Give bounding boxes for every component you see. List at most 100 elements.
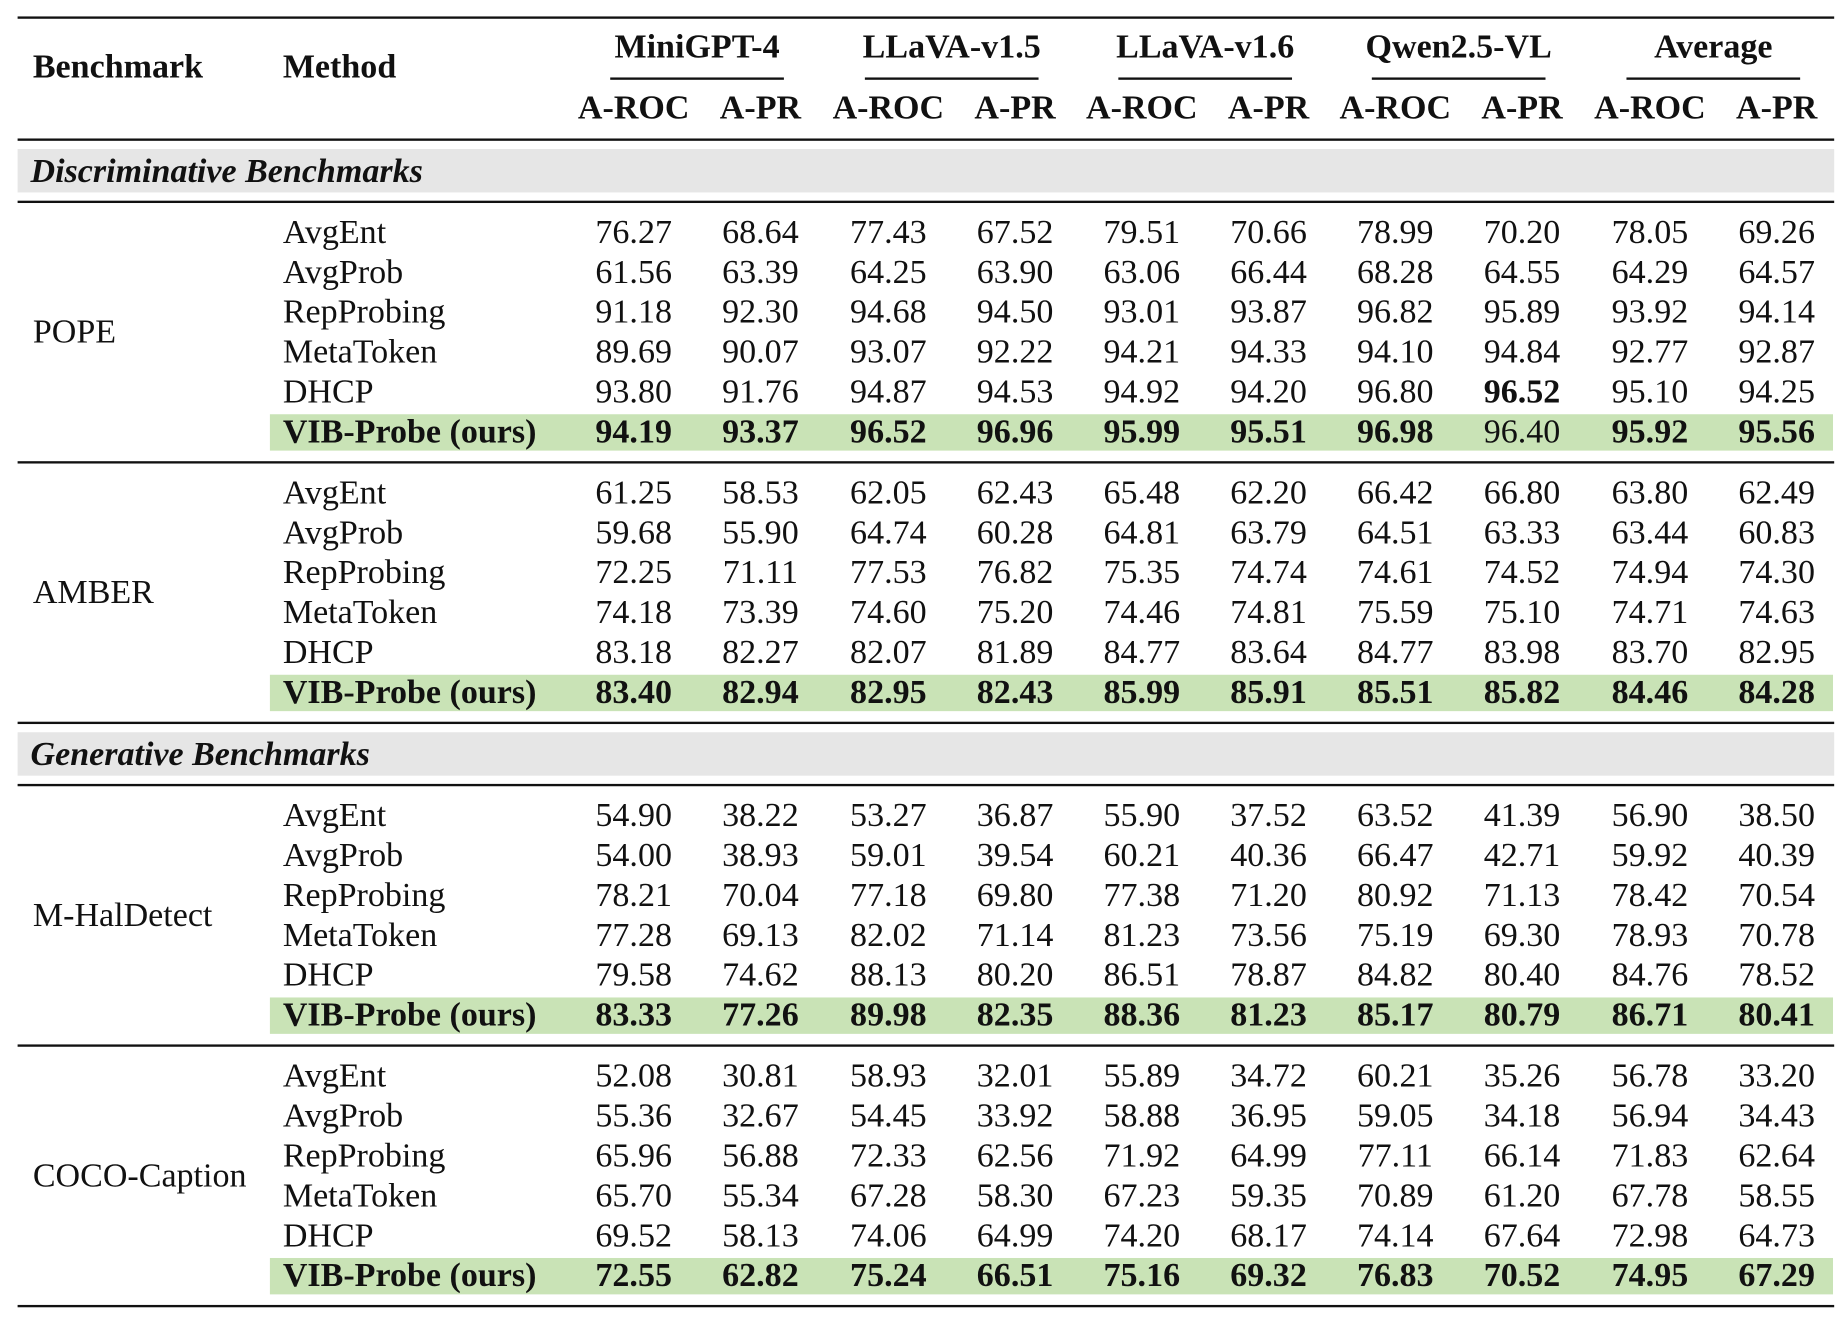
value-cell: 60.21 [1357,1056,1434,1095]
value-cell: 84.77 [1357,633,1434,671]
value-cell: 83.33 [595,995,672,1034]
value-cell: 59.92 [1611,836,1689,874]
value-cell: 34.18 [1483,1096,1561,1135]
value-cell: 64.73 [1738,1216,1815,1254]
method-name: DHCP [282,633,374,671]
value-cell: 66.14 [1483,1136,1561,1175]
value-cell: 89.98 [850,995,927,1034]
value-cell: 34.43 [1738,1096,1815,1135]
metric-header: A-ROC [832,89,945,127]
highlight-band [269,413,1834,451]
value-cell: 62.20 [1230,473,1307,512]
method-name: DHCP [282,372,374,411]
method-name: MetaToken [282,593,438,631]
value-cell: 33.92 [976,1096,1054,1135]
value-cell: 64.57 [1738,252,1815,291]
value-cell: 84.76 [1611,955,1689,994]
value-cell: 82.95 [1738,633,1815,671]
value-cell: 80.20 [976,955,1054,994]
value-cell: 60.21 [1103,836,1181,874]
value-cell: 81.23 [1103,915,1181,954]
value-cell: 64.99 [1230,1136,1307,1175]
value-cell: 62.43 [976,473,1054,512]
method-name: RepProbing [282,1136,446,1175]
method-name: RepProbing [282,876,446,914]
value-cell: 32.01 [976,1056,1054,1095]
value-cell: 58.13 [722,1216,799,1254]
rule [17,16,1835,20]
value-cell: 62.82 [722,1256,799,1294]
value-cell: 95.92 [1611,412,1689,451]
value-cell: 69.32 [1230,1256,1307,1294]
value-cell: 94.19 [595,412,672,451]
method-name: AvgEnt [282,473,387,512]
value-cell: 64.74 [850,513,927,551]
value-cell: 59.01 [850,836,927,874]
value-cell: 77.26 [722,995,799,1034]
value-cell: 63.33 [1483,513,1561,551]
value-cell: 58.93 [850,1056,927,1095]
value-cell: 56.78 [1611,1056,1689,1095]
value-cell: 74.63 [1738,593,1815,631]
value-cell: 93.01 [1103,292,1181,331]
value-cell: 67.64 [1483,1216,1561,1254]
value-cell: 55.90 [1103,796,1181,834]
value-cell: 94.92 [1103,372,1181,411]
value-cell: 70.78 [1738,915,1815,954]
value-cell: 88.13 [850,955,927,994]
value-cell: 79.58 [595,955,672,994]
value-cell: 70.52 [1483,1256,1561,1294]
model-header: Qwen2.5-VL [1365,28,1552,66]
value-cell: 81.23 [1230,995,1307,1034]
value-cell: 94.20 [1230,372,1307,411]
value-cell: 71.13 [1483,876,1561,914]
highlight-band [269,1257,1834,1294]
value-cell: 30.81 [722,1056,799,1095]
value-cell: 58.53 [722,473,799,512]
value-cell: 39.54 [976,836,1054,874]
value-cell: 42.71 [1483,836,1561,874]
value-cell: 68.28 [1357,252,1434,291]
value-cell: 95.89 [1483,292,1561,331]
value-cell: 72.98 [1611,1216,1689,1254]
value-cell: 92.22 [976,332,1054,371]
value-cell: 38.22 [722,796,799,834]
value-cell: 94.33 [1230,332,1307,371]
value-cell: 74.14 [1357,1216,1434,1254]
value-cell: 85.82 [1483,673,1561,711]
value-cell: 83.70 [1611,633,1689,671]
benchmark-name: M-HalDetect [32,895,213,934]
value-cell: 65.48 [1103,473,1181,512]
metric-header: A-PR [1227,89,1310,127]
value-cell: 94.10 [1357,332,1434,371]
value-cell: 78.87 [1230,955,1307,994]
value-cell: 83.18 [595,633,672,671]
value-cell: 74.06 [850,1216,927,1254]
value-cell: 66.42 [1357,473,1434,512]
value-cell: 70.20 [1483,212,1561,251]
value-cell: 65.70 [595,1176,672,1214]
rule [17,784,1835,786]
method-name: DHCP [282,1216,374,1254]
value-cell: 63.80 [1611,473,1689,512]
value-cell: 63.79 [1230,513,1307,551]
value-cell: 83.64 [1230,633,1307,671]
value-cell: 94.87 [850,372,927,411]
value-cell: 60.28 [976,513,1054,551]
rule [17,1044,1835,1047]
value-cell: 91.76 [722,372,799,411]
value-cell: 37.52 [1230,796,1307,834]
value-cell: 77.18 [850,876,927,914]
value-cell: 65.96 [595,1136,672,1175]
value-cell: 55.34 [722,1176,799,1214]
value-cell: 71.14 [976,915,1054,954]
value-cell: 79.51 [1103,212,1181,251]
value-cell: 93.92 [1611,292,1689,331]
value-cell: 76.83 [1357,1256,1434,1294]
value-cell: 82.94 [722,673,799,711]
value-cell: 69.26 [1738,212,1815,251]
value-cell: 95.56 [1738,412,1815,451]
section-band [17,732,1835,776]
rule [17,200,1835,203]
rule [1371,77,1546,80]
